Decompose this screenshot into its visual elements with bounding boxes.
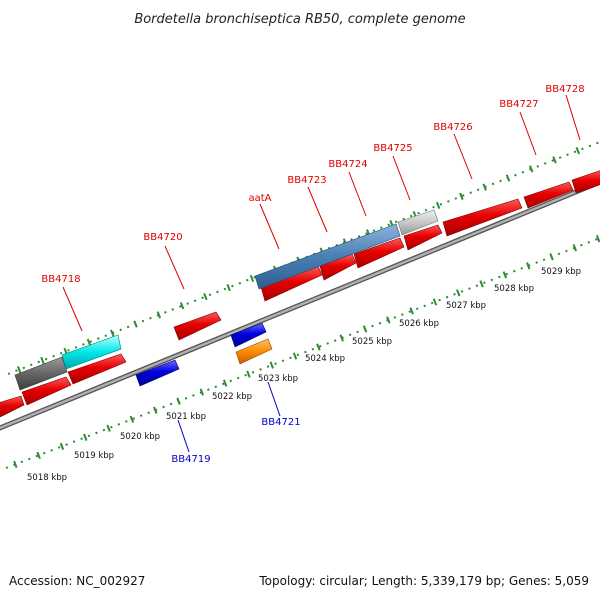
gene-arrow [67,353,127,385]
major-tick [409,307,414,315]
scale-label: 5025 kbp [352,337,392,347]
accession-text: Accession: NC_002927 [9,574,145,588]
major-tick [203,293,208,301]
major-tick [222,379,228,387]
gene-arrow [353,237,405,269]
gene-arrow [61,334,122,370]
major-tick [526,262,531,270]
gene-arrow [523,181,574,209]
topology-text: Topology: circular; Length: 5,339,179 bp… [258,574,589,588]
major-tick [156,311,162,319]
gene-label-bb4726: BB4726 [433,122,472,133]
gene-arrow [173,311,222,341]
major-tick [316,343,321,351]
major-tick [226,283,231,292]
major-tick [129,415,135,423]
major-tick [13,460,18,469]
gene-label-bb4720: BB4720 [143,232,182,243]
major-tick [456,289,461,297]
scale-label: 5029 kbp [541,267,581,277]
gene-label-bb4723: BB4723 [287,175,326,186]
reverse-gene-labels: BB4719 BB4721 [171,417,300,465]
major-tick [505,174,511,182]
gene-label-bb4725: BB4725 [373,143,412,154]
scale-label: 5022 kbp [212,392,252,402]
gene-arrow [571,170,600,194]
major-tick [386,316,391,324]
gene-label-bb4728: BB4728 [545,84,584,95]
major-tick [249,274,255,283]
gene-arrow [135,359,180,387]
major-tick [36,451,41,459]
major-tick [549,253,554,261]
major-tick [16,366,22,374]
gene-label-bb4718: BB4718 [41,274,80,285]
major-tick [595,235,600,243]
major-tick [292,352,298,360]
major-tick [572,244,578,252]
scale-label: 5027 kbp [446,301,486,311]
gene-arrow [397,209,439,236]
gene-arrow [0,395,25,418]
gene-arrow [235,338,273,365]
major-tick [459,192,464,200]
major-tick [362,325,368,333]
major-tick [176,397,181,405]
gene-arrow [21,376,72,406]
gene-label-aata: aatA [248,193,271,204]
major-tick [552,156,557,164]
genome-backbone [0,179,600,431]
scale-label: 5026 kbp [399,319,439,329]
gene-arrow [230,322,267,348]
gene-arrow [254,223,401,290]
major-tick [106,424,111,432]
major-tick [179,302,185,310]
major-tick [529,165,534,173]
major-tick [246,370,251,378]
major-tick [339,334,344,342]
scale-label: 5021 kbp [166,412,206,422]
major-tick [133,320,138,328]
major-tick [40,356,45,365]
major-tick [110,329,115,337]
gene-label-bb4724: BB4724 [328,159,367,170]
gene-arrow [403,224,443,251]
major-tick [575,147,581,155]
major-tick [269,361,274,369]
major-tick [152,406,158,414]
scale-label: 5018 kbp [27,473,67,483]
scale-labels: 5018 kbp 5019 kbp 5020 kbp 5021 kbp 5022… [27,267,581,483]
major-tick [86,338,92,346]
gene-label-bb4721: BB4721 [261,417,300,428]
major-tick [435,201,441,210]
forward-tick-track [7,141,600,375]
gene-features [0,170,600,418]
scale-major-ticks [13,235,600,469]
major-tick [479,280,484,288]
scale-label: 5023 kbp [258,374,298,384]
major-tick [432,298,438,306]
scale-label: 5020 kbp [120,432,160,442]
scale-label: 5019 kbp [74,451,114,461]
major-tick [59,442,65,450]
gene-arrow [14,356,68,391]
gene-arrow [442,198,523,237]
major-tick [502,271,508,279]
forward-gene-labels: BB4718 BB4720 aatA BB4723 BB4724 BB4725 … [41,84,584,285]
major-tick [482,183,487,191]
scale-label: 5024 kbp [305,354,345,364]
gene-label-bb4727: BB4727 [499,99,538,110]
gene-label-bb4719: BB4719 [171,454,210,465]
scale-label: 5028 kbp [494,284,534,294]
major-tick [199,388,205,396]
map-title: Bordetella bronchiseptica RB50, complete… [134,12,465,27]
gene-label-leaders [62,94,581,453]
major-tick [83,433,88,441]
